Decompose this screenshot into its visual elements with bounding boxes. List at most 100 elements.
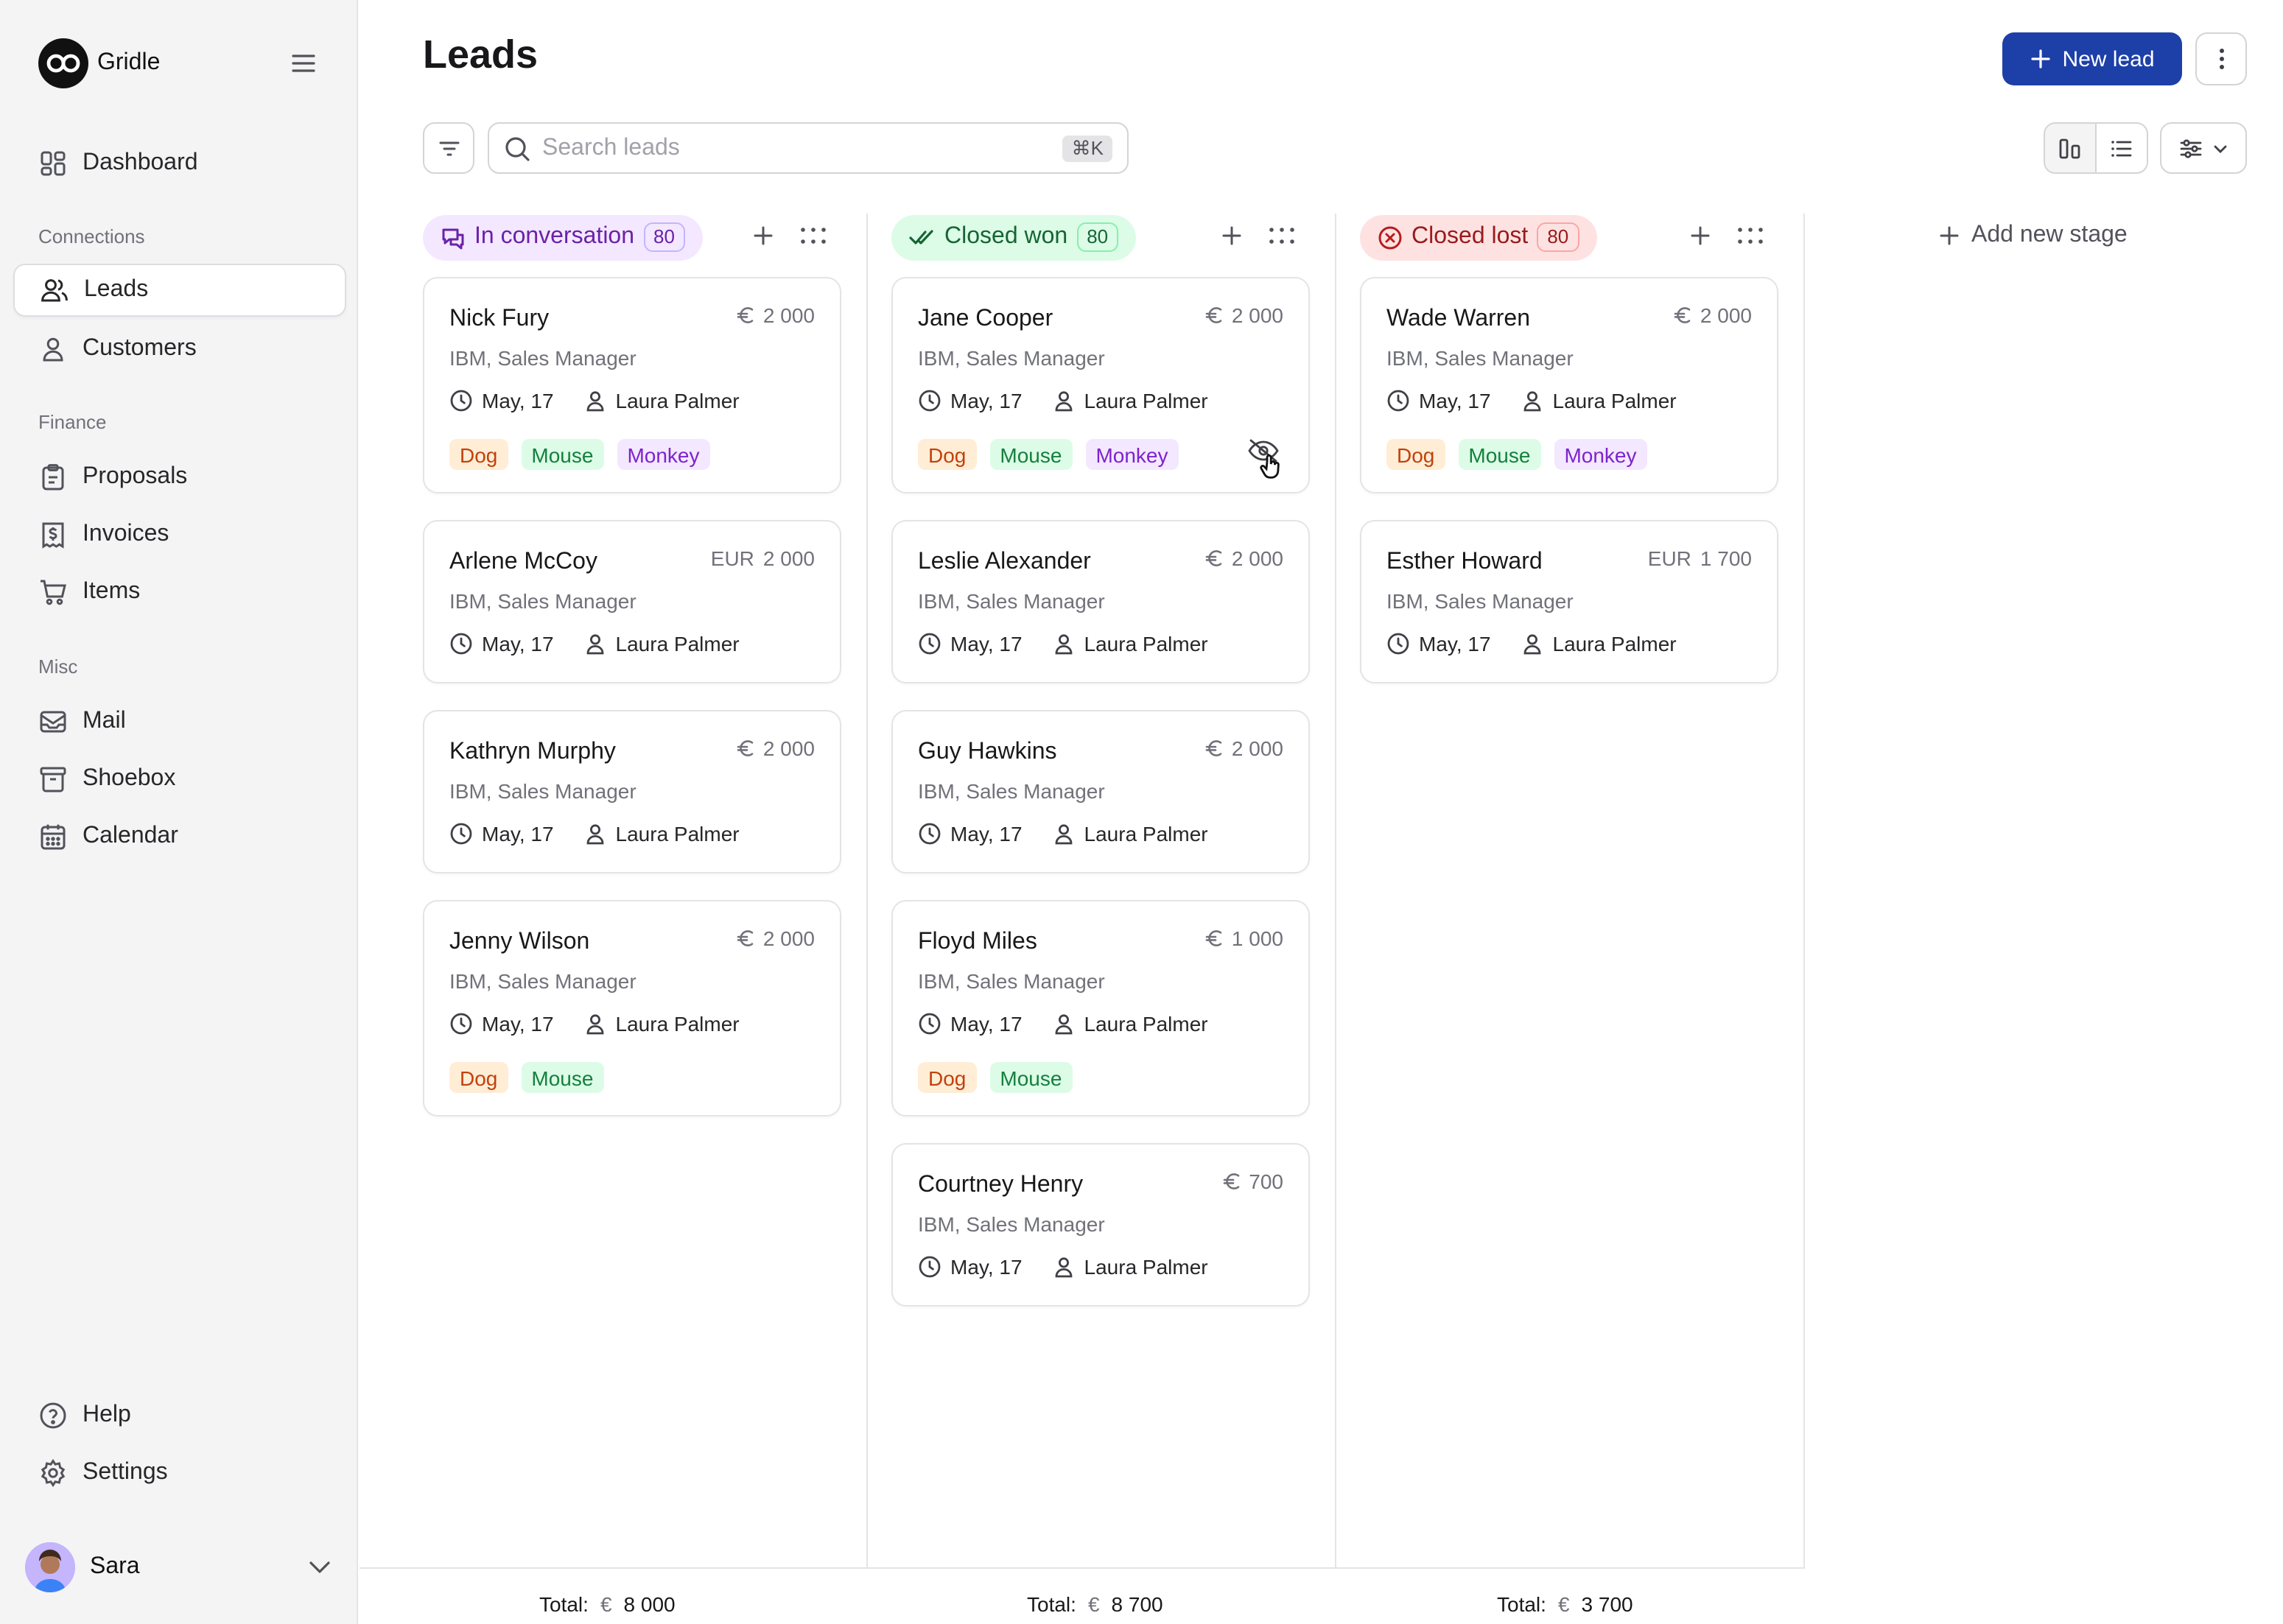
euro-icon <box>737 738 754 760</box>
list-view-button[interactable] <box>2097 124 2147 172</box>
lead-name: Leslie Alexander <box>918 549 1091 574</box>
stage-header-in-conversation: In conversation 80 <box>423 214 703 261</box>
lead-card[interactable]: Leslie Alexander 2 000 IBM, Sales Manager M… <box>891 520 1310 683</box>
tag-dog[interactable]: Dog <box>918 1062 977 1093</box>
plus-icon[interactable] <box>1221 225 1242 246</box>
dashboard-icon <box>38 149 68 178</box>
mail-icon <box>38 707 68 737</box>
sidebar: Gridle Dashboard Connections Leads Custo… <box>0 0 358 1624</box>
drag-handle-icon[interactable] <box>1269 227 1295 245</box>
sidebar-item-settings[interactable]: Settings <box>13 1447 346 1500</box>
sidebar-item-items[interactable]: Items <box>13 566 346 619</box>
lead-name: Arlene McCoy <box>449 549 597 574</box>
tag-dog[interactable]: Dog <box>918 439 977 470</box>
lead-amount-value: 2 000 <box>762 303 815 327</box>
gear-icon <box>38 1458 68 1488</box>
column-divider <box>1803 214 1805 1569</box>
sidebar-item-proposals[interactable]: Proposals <box>13 451 346 504</box>
stage-name: In conversation <box>474 224 635 249</box>
user-icon <box>1052 632 1076 655</box>
sidebar-item-calendar[interactable]: Calendar <box>13 810 346 863</box>
clock-icon <box>918 1255 941 1279</box>
lead-card[interactable]: Arlene McCoy EUR 2 000 IBM, Sales Manager Ma… <box>423 520 841 683</box>
sidebar-item-label: Dashboard <box>83 150 198 175</box>
tag-monkey[interactable]: Monkey <box>1085 439 1179 470</box>
columns-icon <box>2058 136 2082 160</box>
plus-icon[interactable] <box>1690 225 1711 246</box>
drag-handle-icon[interactable] <box>1737 227 1764 245</box>
lead-card[interactable]: Esther Howard EUR 1 700 IBM, Sales Manager M… <box>1360 520 1778 683</box>
more-options-button[interactable] <box>2195 32 2247 85</box>
hamburger-menu-icon[interactable] <box>289 49 318 78</box>
sidebar-item-shoebox[interactable]: Shoebox <box>13 753 346 806</box>
lead-card[interactable]: Jane Cooper 2 000 IBM, Sales Manager May, 1… <box>891 277 1310 493</box>
clock-icon <box>449 389 473 412</box>
lead-meta: May, 17 Laura Palmer <box>449 822 740 846</box>
chevron-down-icon[interactable] <box>305 1553 334 1582</box>
double-check-icon <box>909 227 936 247</box>
brand[interactable]: Gridle <box>38 38 160 88</box>
filter-button[interactable] <box>423 122 474 174</box>
totals-bar <box>360 1567 1803 1624</box>
tag-dog[interactable]: Dog <box>1386 439 1445 470</box>
lead-card[interactable]: Jenny Wilson 2 000 IBM, Sales Manager May, … <box>423 900 841 1117</box>
sidebar-item-leads[interactable]: Leads <box>13 264 346 317</box>
chat-bubbles-icon <box>441 225 466 250</box>
tag-dog[interactable]: Dog <box>449 1062 508 1093</box>
clock-icon <box>918 632 941 655</box>
stage-count: 80 <box>643 222 685 252</box>
stage-badge[interactable]: In conversation 80 <box>423 214 703 260</box>
lead-amount: 2 000 <box>737 737 815 760</box>
lead-card[interactable]: Kathryn Murphy 2 000 IBM, Sales Manager May… <box>423 710 841 873</box>
display-settings-button[interactable] <box>2160 122 2247 174</box>
stage-badge[interactable]: Closed won 80 <box>891 214 1137 260</box>
lead-amount-value: 1 700 <box>1700 546 1752 570</box>
tag-mouse[interactable]: Mouse <box>521 439 604 470</box>
sidebar-item-mail[interactable]: Mail <box>13 695 346 748</box>
sidebar-item-label: Leads <box>84 277 149 302</box>
tag-dog[interactable]: Dog <box>449 439 508 470</box>
lead-meta: May, 17 Laura Palmer <box>918 389 1208 412</box>
sidebar-item-invoices[interactable]: Invoices <box>13 508 346 561</box>
lead-owner: Laura Palmer <box>615 632 740 655</box>
user-icon <box>38 334 68 364</box>
search-shortcut: ⌘K <box>1062 135 1112 161</box>
page-title: Leads <box>423 32 539 77</box>
lead-name: Jane Cooper <box>918 306 1053 331</box>
lead-date: May, 17 <box>950 1012 1023 1036</box>
user-menu[interactable]: Sara <box>25 1541 334 1594</box>
board-view-button[interactable] <box>2045 124 2097 172</box>
tag-monkey[interactable]: Monkey <box>617 439 710 470</box>
lead-card[interactable]: Guy Hawkins 2 000 IBM, Sales Manager May, 1… <box>891 710 1310 873</box>
plus-icon[interactable] <box>753 225 774 246</box>
lead-card[interactable]: Wade Warren 2 000 IBM, Sales Manager May, 1… <box>1360 277 1778 493</box>
search-input[interactable]: Search leads ⌘K <box>488 122 1129 174</box>
sidebar-item-customers[interactable]: Customers <box>13 323 346 376</box>
lead-meta: May, 17 Laura Palmer <box>449 1012 740 1036</box>
lead-card[interactable]: Floyd Miles 1 000 IBM, Sales Manager May, 1… <box>891 900 1310 1117</box>
tag-mouse[interactable]: Mouse <box>989 439 1073 470</box>
tag-mouse[interactable]: Mouse <box>1458 439 1541 470</box>
eye-off-icon[interactable] <box>1246 437 1285 482</box>
sidebar-item-dashboard[interactable]: Dashboard <box>13 137 346 190</box>
drag-handle-icon[interactable] <box>800 227 827 245</box>
tag-mouse[interactable]: Mouse <box>521 1062 604 1093</box>
sidebar-item-label: Mail <box>83 709 126 734</box>
user-name: Sara <box>90 1554 140 1579</box>
user-icon <box>1052 1255 1076 1279</box>
filter-icon <box>437 136 460 160</box>
stage-badge[interactable]: Closed lost 80 <box>1360 214 1597 260</box>
lead-meta: May, 17 Laura Palmer <box>1386 632 1677 655</box>
lead-card[interactable]: Courtney Henry 700 IBM, Sales Manager May, … <box>891 1143 1310 1307</box>
stage-count: 80 <box>1076 222 1119 252</box>
lead-card[interactable]: Nick Fury 2 000 IBM, Sales Manager May, 17 L… <box>423 277 841 493</box>
total-value: 8 700 <box>1111 1592 1163 1616</box>
add-new-stage-button[interactable]: Add new stage <box>1939 222 2128 249</box>
sidebar-item-help[interactable]: Help <box>13 1389 346 1442</box>
lead-amount-value: 2 000 <box>762 737 815 760</box>
lead-amount-value: 2 000 <box>762 927 815 950</box>
tag-mouse[interactable]: Mouse <box>989 1062 1073 1093</box>
new-lead-button[interactable]: New lead <box>2002 32 2182 85</box>
lead-company: IBM, Sales Manager <box>449 589 636 613</box>
tag-monkey[interactable]: Monkey <box>1554 439 1647 470</box>
